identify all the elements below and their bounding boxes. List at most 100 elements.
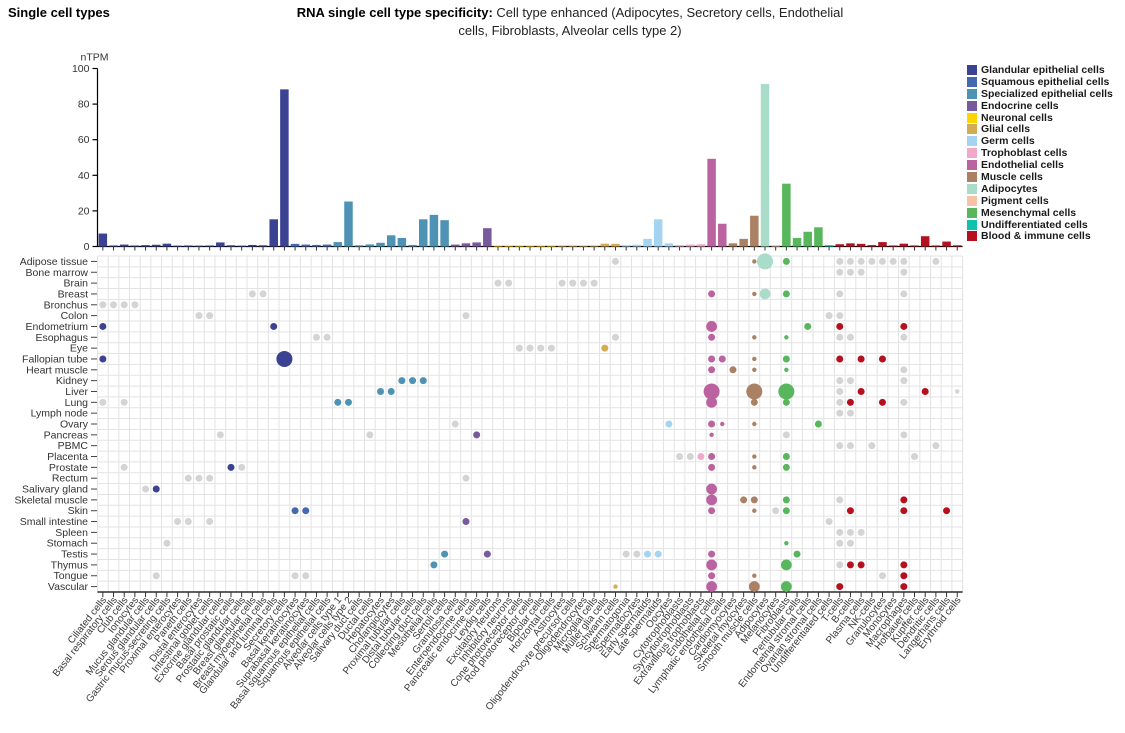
bar[interactable] (141, 245, 150, 247)
dot[interactable] (248, 290, 256, 298)
dot[interactable] (782, 507, 790, 515)
dot[interactable] (537, 344, 545, 352)
bar[interactable] (280, 89, 289, 247)
bar[interactable] (878, 242, 887, 247)
dot[interactable] (752, 291, 757, 297)
dot[interactable] (911, 453, 919, 461)
dot[interactable] (611, 333, 619, 341)
dot[interactable] (857, 528, 865, 536)
dot[interactable] (878, 398, 886, 406)
dot[interactable] (857, 257, 865, 265)
tissue-label[interactable]: Ovary (60, 419, 89, 431)
tissue-label[interactable]: Testis (61, 549, 88, 561)
bar[interactable] (98, 233, 108, 247)
dot[interactable] (430, 561, 438, 569)
legend-item[interactable]: Blood & immune cells (967, 230, 1113, 242)
dot[interactable] (757, 253, 773, 270)
dot[interactable] (706, 396, 717, 408)
dot[interactable] (900, 572, 908, 580)
dot[interactable] (878, 355, 886, 363)
dot[interactable] (216, 431, 224, 439)
dot[interactable] (302, 507, 310, 515)
dot[interactable] (729, 366, 737, 374)
dot[interactable] (644, 550, 652, 558)
dot[interactable] (676, 453, 684, 461)
tissue-label[interactable]: Skeletal muscle (14, 494, 88, 506)
bar[interactable] (205, 245, 214, 247)
dot[interactable] (110, 301, 118, 309)
dot[interactable] (784, 367, 789, 373)
dot[interactable] (441, 550, 449, 558)
dot[interactable] (184, 474, 192, 482)
dot[interactable] (825, 312, 833, 320)
legend-item[interactable]: Glandular epithelial cells (967, 64, 1113, 76)
dot[interactable] (900, 431, 908, 439)
dot[interactable] (120, 301, 128, 309)
dot[interactable] (558, 279, 566, 287)
dot[interactable] (750, 496, 758, 504)
bar[interactable] (632, 244, 642, 247)
bar[interactable] (728, 243, 738, 247)
bar[interactable] (418, 219, 428, 247)
dot[interactable] (505, 279, 513, 287)
dot[interactable] (720, 421, 725, 427)
tissue-label[interactable]: Skin (68, 505, 89, 517)
dot[interactable] (462, 312, 470, 320)
bar[interactable] (194, 245, 204, 247)
dot[interactable] (184, 518, 192, 526)
dot[interactable] (291, 507, 299, 515)
dot[interactable] (846, 442, 854, 450)
bar[interactable] (258, 245, 268, 247)
dot[interactable] (152, 572, 160, 580)
tissue-label[interactable]: Endometrium (26, 321, 89, 333)
dot[interactable] (120, 463, 128, 471)
dot[interactable] (526, 344, 534, 352)
tissue-label[interactable]: Small intestine (20, 516, 88, 528)
dot[interactable] (706, 559, 717, 571)
tissue-label[interactable]: Liver (65, 386, 88, 398)
dot[interactable] (836, 398, 844, 406)
bar[interactable] (675, 245, 684, 247)
dot[interactable] (708, 572, 716, 580)
tissue-label[interactable]: Stomach (47, 538, 89, 550)
tissue-label[interactable]: Tongue (54, 570, 89, 582)
dot[interactable] (868, 257, 876, 265)
dot[interactable] (900, 290, 908, 298)
dot[interactable] (708, 290, 716, 298)
dot[interactable] (782, 355, 790, 363)
bar[interactable] (472, 242, 481, 247)
bar[interactable] (504, 245, 513, 247)
dot[interactable] (302, 572, 310, 580)
dot[interactable] (706, 494, 717, 506)
legend-item[interactable]: Pigment cells (967, 195, 1113, 207)
dot[interactable] (276, 350, 293, 367)
dot[interactable] (142, 485, 150, 493)
dot[interactable] (836, 312, 844, 320)
dot[interactable] (846, 377, 854, 385)
dot[interactable] (784, 541, 789, 546)
dot[interactable] (782, 431, 790, 439)
bar[interactable] (109, 245, 118, 247)
tissue-label[interactable]: Colon (61, 310, 89, 322)
bar[interactable] (899, 243, 909, 247)
dot[interactable] (163, 539, 171, 547)
bar[interactable] (130, 245, 140, 247)
tissue-label[interactable]: Breast (58, 288, 88, 300)
dot[interactable] (494, 279, 502, 287)
bar[interactable] (312, 244, 321, 247)
legend-item[interactable]: Germ cells (967, 135, 1113, 147)
dot[interactable] (836, 387, 844, 395)
dot[interactable] (366, 431, 374, 439)
dot[interactable] (836, 377, 844, 385)
bar[interactable] (173, 245, 182, 247)
dot[interactable] (291, 572, 299, 580)
dot[interactable] (900, 322, 908, 330)
dot[interactable] (99, 301, 107, 309)
dot[interactable] (708, 333, 716, 341)
tissue-label[interactable]: PBMC (58, 440, 89, 452)
dot[interactable] (900, 268, 908, 276)
dot[interactable] (601, 344, 609, 352)
bar[interactable] (792, 237, 802, 247)
dot[interactable] (270, 322, 278, 330)
dot[interactable] (483, 550, 491, 558)
